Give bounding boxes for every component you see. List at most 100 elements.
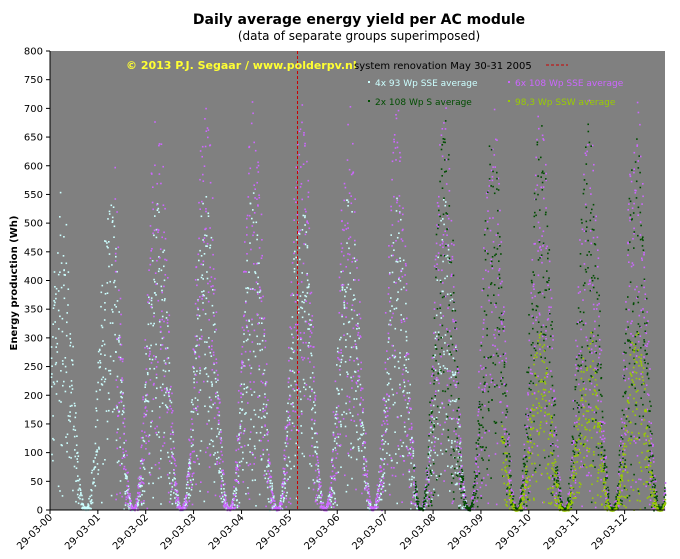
data-point-series-1	[153, 278, 155, 281]
data-point-series-1	[345, 412, 348, 415]
data-point-series-2	[445, 183, 448, 185]
data-point-series-1	[320, 500, 322, 503]
data-point-series-1	[216, 451, 219, 454]
data-point-series-1	[463, 494, 465, 496]
data-point-series-1	[60, 401, 62, 403]
data-point-series-2	[540, 186, 542, 189]
data-point-series-2	[413, 484, 416, 487]
data-point-series-1	[104, 309, 106, 311]
data-point-series-1	[188, 493, 190, 495]
data-point-series-3	[435, 276, 437, 279]
data-point-series-1	[367, 492, 369, 494]
data-point-series-2	[575, 356, 578, 358]
data-point-series-2	[572, 439, 575, 442]
data-point-series-2	[119, 323, 122, 325]
data-point-series-2	[353, 211, 356, 213]
data-point-series-2	[170, 426, 173, 428]
data-point-series-2	[589, 187, 591, 189]
data-point-series-1	[201, 274, 204, 276]
data-point-series-2	[552, 399, 555, 402]
data-point-series-2	[482, 322, 485, 324]
data-point-series-2	[487, 502, 490, 505]
data-point-series-2	[526, 414, 529, 416]
data-point-series-1	[428, 451, 431, 453]
data-point-series-3	[448, 304, 450, 306]
data-point-series-1	[162, 369, 165, 372]
data-point-series-2	[369, 506, 371, 509]
data-point-series-3	[427, 453, 430, 455]
data-point-series-2	[631, 320, 633, 322]
data-point-series-2	[201, 298, 203, 300]
data-point-series-2	[339, 359, 341, 361]
data-point-series-2	[208, 346, 210, 349]
data-point-series-1	[100, 324, 103, 327]
data-point-series-2	[210, 399, 212, 401]
data-point-series-2	[307, 398, 309, 400]
data-point-series-2	[523, 455, 526, 457]
data-point-series-2	[508, 498, 511, 501]
data-point-series-2	[186, 476, 188, 478]
data-point-series-2	[458, 483, 461, 485]
data-point-series-1	[160, 449, 162, 452]
data-point-series-2	[145, 414, 147, 417]
data-point-series-2	[301, 356, 303, 359]
data-point-series-3	[477, 443, 480, 445]
data-point-series-1	[80, 493, 82, 496]
data-point-series-2	[167, 491, 170, 494]
data-point-series-1	[346, 333, 349, 335]
data-point-series-2	[404, 263, 407, 265]
data-point-series-1	[441, 453, 444, 455]
data-point-series-2	[403, 460, 406, 462]
data-point-series-2	[557, 455, 559, 457]
data-point-series-2	[159, 326, 162, 328]
data-point-series-1	[362, 424, 364, 426]
data-point-series-2	[491, 148, 494, 151]
data-point-series-1	[439, 312, 442, 314]
data-point-series-1	[69, 337, 71, 340]
data-point-series-3	[442, 141, 445, 143]
data-point-series-1	[224, 502, 227, 504]
data-point-series-1	[447, 439, 450, 442]
data-point-series-2	[645, 384, 648, 386]
data-point-series-2	[625, 301, 627, 303]
data-point-series-2	[199, 208, 201, 210]
data-point-series-1	[137, 503, 139, 505]
data-point-series-2	[153, 355, 155, 357]
data-point-series-1	[53, 300, 55, 302]
data-point-series-2	[637, 111, 640, 114]
data-point-series-3	[477, 439, 479, 441]
data-point-series-1	[118, 311, 120, 313]
data-point-series-1	[405, 336, 408, 338]
data-point-series-1	[96, 451, 99, 453]
data-point-series-1	[54, 301, 56, 304]
data-point-series-2	[139, 475, 141, 478]
data-point-series-2	[530, 408, 532, 411]
data-point-series-2	[316, 476, 319, 479]
data-point-series-2	[392, 254, 394, 257]
data-point-series-2	[137, 484, 139, 487]
data-point-series-1	[312, 479, 315, 481]
data-point-series-2	[244, 350, 247, 353]
data-point-series-2	[401, 240, 404, 242]
data-point-series-1	[116, 407, 118, 409]
data-point-series-2	[369, 499, 371, 501]
data-point-series-2	[357, 370, 359, 372]
data-point-series-3	[426, 471, 429, 473]
data-point-series-1	[160, 344, 162, 346]
data-point-series-2	[332, 434, 335, 437]
data-point-series-2	[168, 390, 170, 393]
data-point-series-1	[450, 376, 453, 379]
data-point-series-2	[549, 289, 552, 291]
data-point-series-1	[108, 369, 110, 372]
data-point-series-2	[401, 373, 404, 376]
data-point-series-1	[335, 410, 338, 413]
data-point-series-1	[445, 201, 447, 203]
data-point-series-2	[520, 491, 522, 494]
data-point-series-2	[434, 393, 437, 396]
data-point-series-3	[439, 353, 441, 355]
data-point-series-2	[267, 431, 269, 433]
data-point-series-1	[310, 427, 313, 429]
data-point-series-3	[437, 227, 439, 230]
data-point-series-1	[76, 435, 78, 437]
data-point-series-1	[81, 498, 84, 500]
